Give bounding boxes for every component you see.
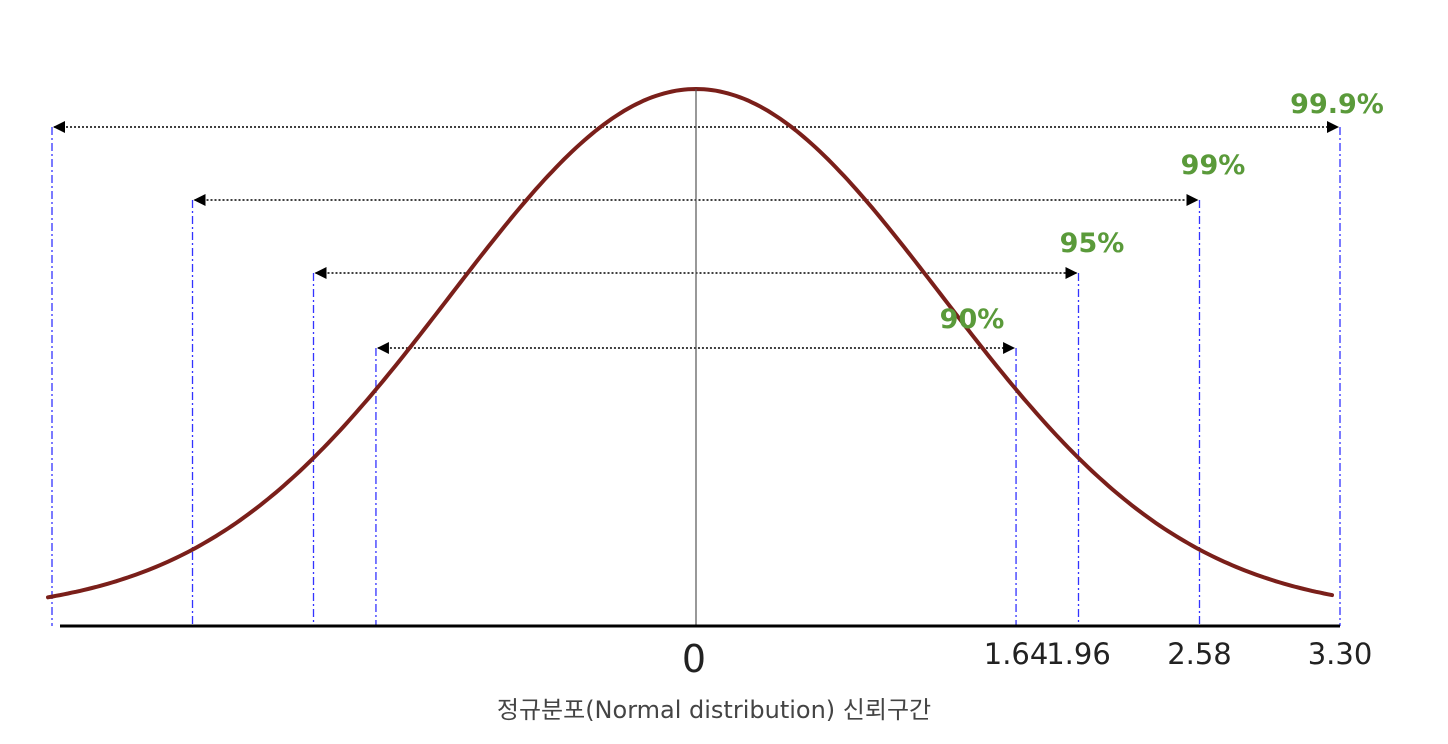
interval-label: 90% <box>940 304 1005 335</box>
interval-label: 99.9% <box>1290 89 1384 120</box>
curve-layer <box>46 86 1334 600</box>
tick-label: 3.30 <box>1308 637 1373 671</box>
interval-label: 99% <box>1181 150 1246 181</box>
axis-layer <box>60 89 1340 628</box>
tick-label: 1.96 <box>1046 637 1111 671</box>
interval-label: 95% <box>1060 228 1125 259</box>
labels: 90% 95% 99% 99.9% 0 1.641.96 2.58 3.30 <box>682 89 1384 681</box>
tick-label: 0 <box>682 637 706 681</box>
tick-label: 2.58 <box>1167 637 1232 671</box>
figure-caption: 정규분포(Normal distribution) 신뢰구간 <box>496 696 932 724</box>
normal-curve <box>46 86 1334 600</box>
tick-label: 1.64 <box>984 637 1049 671</box>
